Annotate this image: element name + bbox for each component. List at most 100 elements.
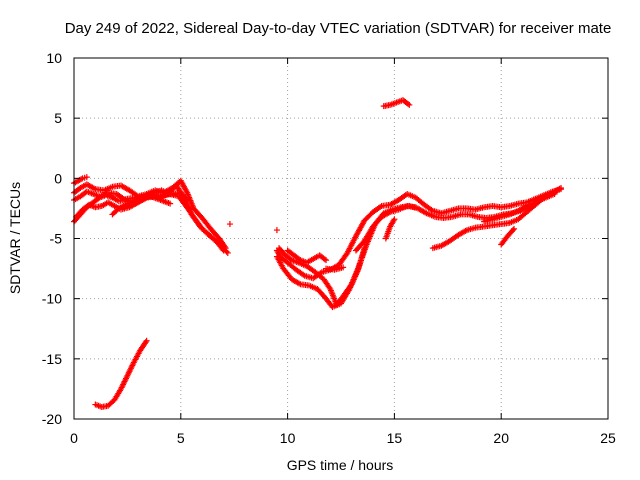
data-point-trace	[345, 234, 359, 255]
x-tick-label: 10	[280, 430, 296, 446]
gridlines	[74, 58, 608, 419]
series-arc-8	[92, 337, 150, 410]
data-point	[224, 249, 231, 256]
data-point	[558, 184, 565, 191]
series-arc-17	[481, 203, 530, 225]
data-point-trace	[72, 185, 83, 195]
x-tick-label: 25	[600, 430, 616, 446]
data-point-trace	[279, 255, 290, 265]
data-point-trace	[395, 97, 405, 105]
data-point-trace	[362, 210, 375, 223]
data-points	[71, 97, 565, 410]
data-point-trace	[371, 204, 384, 215]
data-point-trace	[290, 277, 302, 287]
data-point-trace	[162, 198, 172, 207]
data-point-trace	[74, 207, 85, 219]
data-point-trace	[119, 183, 132, 193]
data-point-trace	[516, 203, 529, 214]
data-point	[167, 200, 174, 207]
y-tick-label: -15	[42, 351, 62, 367]
data-point-trace	[87, 202, 97, 210]
data-point-trace	[183, 203, 196, 219]
data-point-trace	[155, 196, 166, 204]
data-point-trace	[425, 210, 437, 220]
data-point-trace	[456, 227, 469, 238]
data-point	[184, 196, 191, 203]
data-point-trace	[305, 256, 315, 265]
data-point-trace	[414, 195, 426, 207]
data-point-trace	[274, 248, 284, 260]
data-point-trace	[313, 270, 326, 282]
data-point-trace	[382, 102, 392, 109]
data-point	[511, 225, 518, 232]
data-point-trace	[388, 100, 398, 108]
data-point-trace	[91, 195, 102, 205]
data-point-trace	[106, 200, 116, 209]
data-point-trace	[111, 195, 121, 204]
series-arc-12	[284, 247, 330, 266]
data-point-trace	[292, 253, 303, 263]
data-point-trace	[149, 193, 159, 202]
data-point-trace	[401, 98, 412, 107]
data-point-trace	[283, 253, 294, 263]
data-point	[273, 227, 280, 234]
data-point	[361, 245, 368, 252]
y-tick-label: -10	[42, 291, 62, 307]
data-point-trace	[305, 264, 317, 275]
x-tick-label: 5	[177, 430, 185, 446]
data-point-trace	[85, 189, 95, 197]
data-point-trace	[371, 215, 384, 229]
data-point-trace	[127, 188, 140, 199]
data-point-trace	[294, 267, 307, 278]
data-point-trace	[336, 251, 350, 267]
series-arc-11	[276, 245, 368, 308]
data-point-trace	[315, 287, 328, 301]
series-arc-19	[273, 227, 280, 234]
series-arc-13	[323, 264, 347, 273]
y-tick-label: 10	[46, 50, 62, 66]
y-axis-label: SDTVAR / TECUs	[7, 182, 23, 294]
data-point-trace	[184, 191, 196, 210]
data-point-trace	[76, 176, 85, 183]
data-point-trace	[104, 192, 114, 200]
data-point-trace	[125, 360, 137, 378]
data-point-trace	[505, 227, 516, 238]
series-arc-18	[498, 225, 518, 248]
data-point-trace	[542, 190, 555, 200]
data-point-trace	[383, 225, 393, 240]
data-point-trace	[290, 257, 300, 265]
data-point-trace	[550, 185, 563, 195]
data-point-trace	[143, 193, 153, 201]
data-point	[412, 204, 419, 211]
y-tick-label: 5	[54, 110, 62, 126]
data-point-trace	[100, 200, 110, 209]
data-point-trace	[178, 190, 190, 202]
data-point-trace	[416, 206, 429, 216]
data-point	[340, 264, 347, 271]
data-point-trace	[448, 232, 461, 243]
data-point-trace	[200, 227, 213, 238]
data-point-trace	[106, 397, 117, 408]
data-point-trace	[285, 248, 296, 258]
y-tick-label: 0	[54, 170, 62, 186]
data-point-trace	[334, 294, 346, 307]
data-point-trace	[388, 197, 401, 208]
data-point-trace	[277, 246, 288, 258]
data-point-trace	[525, 203, 537, 214]
data-point-trace	[98, 192, 108, 200]
x-tick-label: 15	[387, 430, 403, 446]
data-point	[323, 257, 330, 264]
data-point-trace	[117, 202, 127, 211]
data-point-trace	[191, 215, 205, 231]
data-point-trace	[131, 348, 143, 364]
data-point	[391, 216, 398, 223]
data-point-trace	[422, 202, 435, 213]
x-tick-label: 20	[493, 430, 509, 446]
data-point-trace	[72, 178, 80, 186]
data-point-trace	[349, 268, 361, 286]
y-tick-label: -5	[50, 231, 63, 247]
data-point-trace	[380, 209, 392, 220]
data-point-trace	[100, 403, 110, 410]
data-point	[523, 203, 530, 210]
